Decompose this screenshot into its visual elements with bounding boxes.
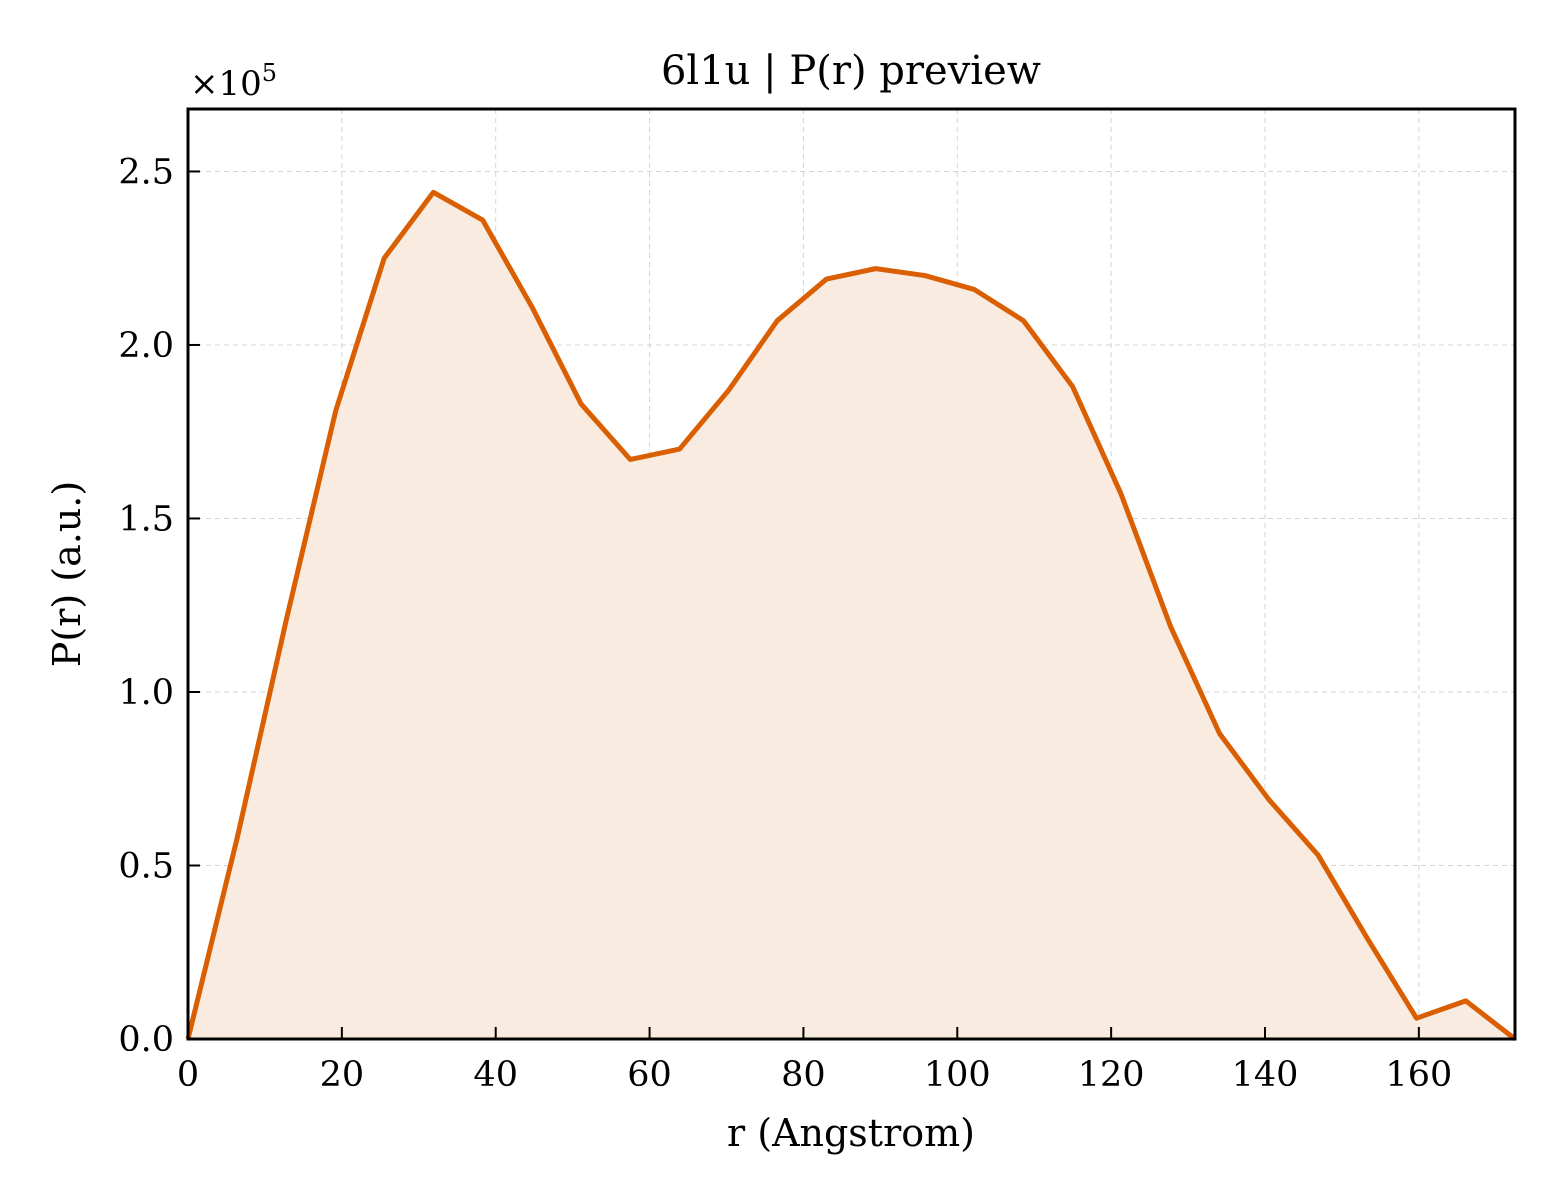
y-tick-labels: 0.0 0.5 1.0 1.5 2.0 2.5 (118, 152, 174, 1060)
x-tick-label: 160 (1385, 1055, 1452, 1095)
x-tick-label: 100 (924, 1055, 991, 1095)
area-layer (185, 189, 1517, 1041)
chart-title: 6l1u | P(r) preview (661, 48, 1041, 94)
x-tick-label: 80 (781, 1055, 826, 1095)
y-tick-label: 2.5 (118, 152, 174, 192)
y-scale-exponent: ×105 (190, 59, 277, 104)
y-tick-label: 0.5 (118, 846, 174, 886)
plot-area-border (186, 107, 1517, 1041)
y-tick-label: 2.0 (118, 326, 174, 366)
x-tick-label: 120 (1078, 1055, 1145, 1095)
x-tick-label: 140 (1232, 1055, 1299, 1095)
x-tick-label: 60 (627, 1055, 672, 1095)
y-tick-label: 0.0 (118, 1020, 174, 1060)
plot-frame (186, 107, 1517, 1041)
y-axis-title: P(r) (a.u.) (45, 481, 89, 667)
y-scale-exponent-base: ×10 (190, 64, 262, 104)
x-tick-label: 40 (473, 1055, 518, 1095)
pr-series-line (185, 189, 1517, 1041)
pr-area-fill (188, 192, 1515, 1039)
y-tick-label: 1.0 (118, 673, 174, 713)
x-tick-labels: 0 20 40 60 80 100 120 140 160 (177, 1055, 1452, 1095)
x-tick-label: 20 (320, 1055, 365, 1095)
x-tick-label: 0 (177, 1055, 199, 1095)
x-axis-title: r (Angstrom) (727, 1111, 975, 1155)
y-tick-label: 1.5 (118, 499, 174, 539)
y-scale-exponent-power: 5 (262, 59, 277, 87)
tick-marks (187, 170, 1420, 1040)
